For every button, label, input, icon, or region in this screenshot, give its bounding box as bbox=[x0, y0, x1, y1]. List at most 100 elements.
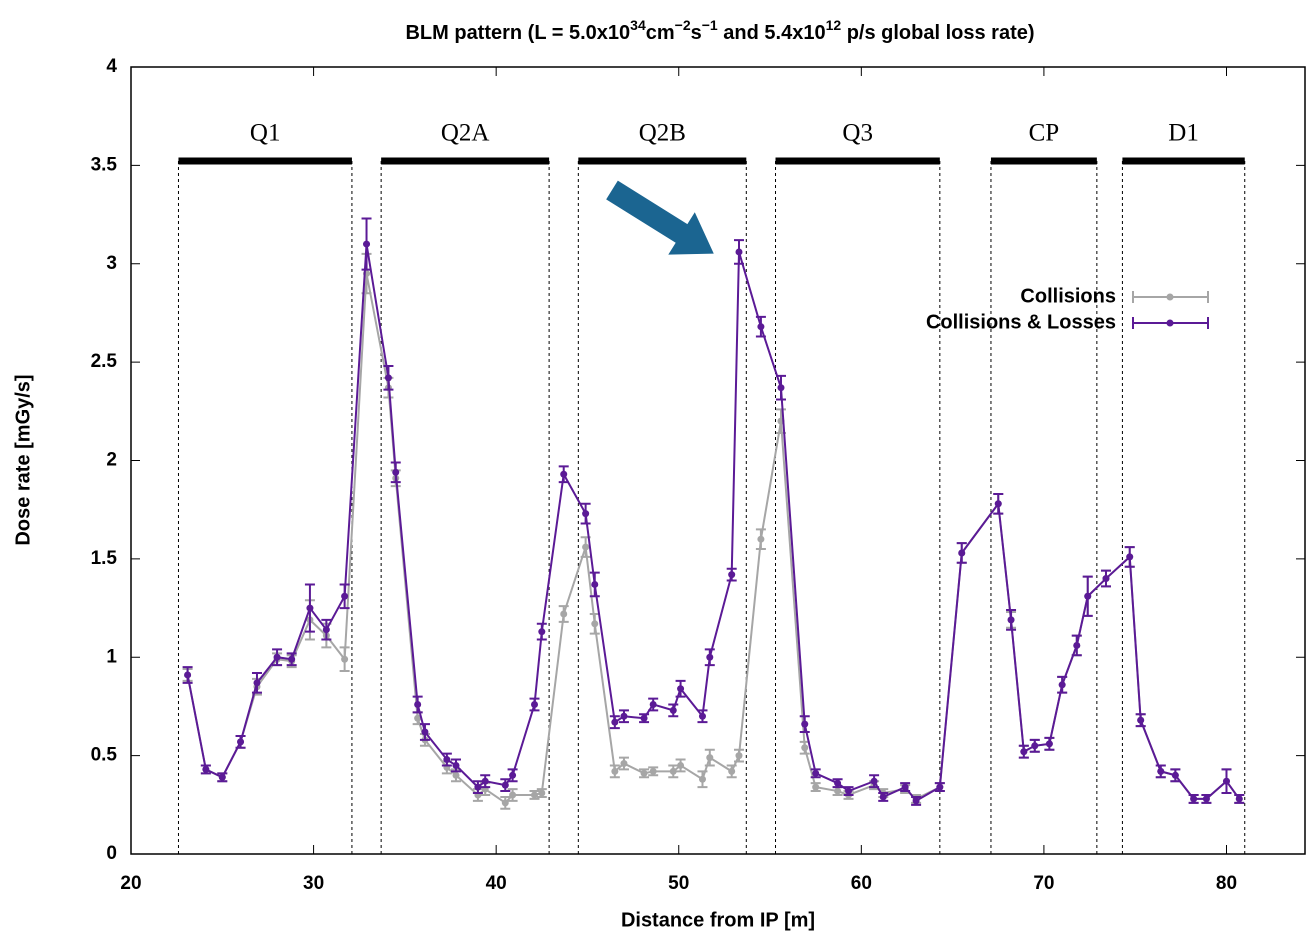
data-point bbox=[901, 783, 909, 791]
data-point bbox=[1045, 740, 1053, 748]
data-point bbox=[728, 571, 736, 579]
data-point bbox=[384, 374, 392, 382]
title-superscript: 12 bbox=[826, 17, 842, 33]
data-point bbox=[735, 752, 743, 760]
y-tick-label: 0 bbox=[106, 843, 117, 864]
data-point bbox=[706, 754, 714, 762]
title-superscript: 34 bbox=[630, 17, 646, 33]
region-label: Q2A bbox=[441, 120, 490, 147]
data-point bbox=[1126, 553, 1134, 561]
data-point bbox=[669, 767, 677, 775]
data-point bbox=[1157, 767, 1165, 775]
title-part: cm bbox=[646, 22, 675, 44]
data-point bbox=[649, 700, 657, 708]
data-point bbox=[421, 728, 429, 736]
data-point bbox=[414, 714, 422, 722]
data-point bbox=[560, 610, 568, 618]
data-point bbox=[202, 765, 210, 773]
data-point bbox=[1084, 592, 1092, 600]
region-label: Q1 bbox=[250, 120, 281, 147]
x-tick-label: 30 bbox=[303, 873, 324, 894]
data-point bbox=[474, 783, 482, 791]
data-point bbox=[531, 791, 539, 799]
data-point bbox=[306, 604, 314, 612]
data-point bbox=[341, 655, 349, 663]
data-point bbox=[538, 789, 546, 797]
data-point bbox=[1102, 575, 1110, 583]
data-point bbox=[757, 323, 765, 331]
region-label: CP bbox=[1029, 120, 1060, 147]
data-point bbox=[1137, 716, 1145, 724]
data-point bbox=[392, 468, 400, 476]
x-tick-label: 50 bbox=[668, 873, 689, 894]
data-point bbox=[620, 759, 628, 767]
legend-label: Collisions bbox=[1020, 285, 1116, 307]
data-point bbox=[501, 799, 509, 807]
title-part: BLM pattern (L = 5.0x10 bbox=[405, 22, 630, 44]
data-point bbox=[994, 500, 1002, 508]
plot-frame bbox=[130, 66, 1306, 855]
legend-marker bbox=[1166, 319, 1174, 327]
arrow bbox=[606, 180, 714, 255]
data-point bbox=[757, 535, 765, 543]
data-point bbox=[273, 653, 281, 661]
data-point bbox=[812, 769, 820, 777]
data-point bbox=[677, 761, 685, 769]
data-point bbox=[611, 718, 619, 726]
region-bar bbox=[990, 157, 1097, 165]
data-point bbox=[560, 470, 568, 478]
data-point bbox=[363, 240, 371, 248]
region-bar bbox=[775, 157, 940, 165]
data-point bbox=[1190, 795, 1198, 803]
data-point bbox=[237, 738, 245, 746]
data-point bbox=[1031, 742, 1039, 750]
data-point bbox=[1235, 795, 1243, 803]
data-point bbox=[728, 767, 736, 775]
legend-label: Collisions & Losses bbox=[926, 311, 1116, 333]
y-tick-label: 1.5 bbox=[91, 548, 118, 569]
data-point bbox=[912, 797, 920, 805]
data-point bbox=[706, 653, 714, 661]
data-point bbox=[936, 783, 944, 791]
data-point bbox=[698, 775, 706, 783]
title-part: p/s global loss rate) bbox=[841, 22, 1034, 44]
data-point bbox=[1171, 771, 1179, 779]
y-tick-label: 2 bbox=[106, 450, 117, 471]
data-point bbox=[677, 685, 685, 693]
y-tick-label: 0.5 bbox=[91, 745, 118, 766]
x-tick-label: 20 bbox=[120, 873, 141, 894]
data-point bbox=[452, 761, 460, 769]
data-point bbox=[812, 783, 820, 791]
region-bar bbox=[1122, 157, 1245, 165]
data-point bbox=[443, 756, 451, 764]
data-point bbox=[640, 714, 648, 722]
title-superscript: −2 bbox=[675, 17, 691, 33]
data-point bbox=[582, 543, 590, 551]
data-point bbox=[834, 779, 842, 787]
data-point bbox=[845, 787, 853, 795]
region-label: Q2B bbox=[639, 120, 686, 147]
data-point bbox=[218, 773, 226, 781]
data-point bbox=[870, 777, 878, 785]
x-axis-title: Distance from IP [m] bbox=[621, 909, 815, 931]
data-point bbox=[1020, 748, 1028, 756]
data-point bbox=[184, 671, 192, 679]
region-bar bbox=[178, 157, 352, 165]
data-point bbox=[1073, 641, 1081, 649]
x-tick-label: 40 bbox=[486, 873, 507, 894]
data-point bbox=[591, 580, 599, 588]
data-point bbox=[801, 720, 809, 728]
y-tick-label: 1 bbox=[106, 646, 117, 667]
region-bar bbox=[381, 157, 550, 165]
data-point bbox=[481, 777, 489, 785]
legend-marker bbox=[1166, 293, 1174, 301]
data-point bbox=[582, 510, 590, 518]
data-point bbox=[341, 592, 349, 600]
data-point bbox=[1222, 777, 1230, 785]
data-point bbox=[669, 706, 677, 714]
data-point bbox=[322, 626, 330, 634]
data-point bbox=[1058, 681, 1066, 689]
title-superscript: −1 bbox=[702, 17, 718, 33]
x-tick-label: 70 bbox=[1033, 873, 1054, 894]
